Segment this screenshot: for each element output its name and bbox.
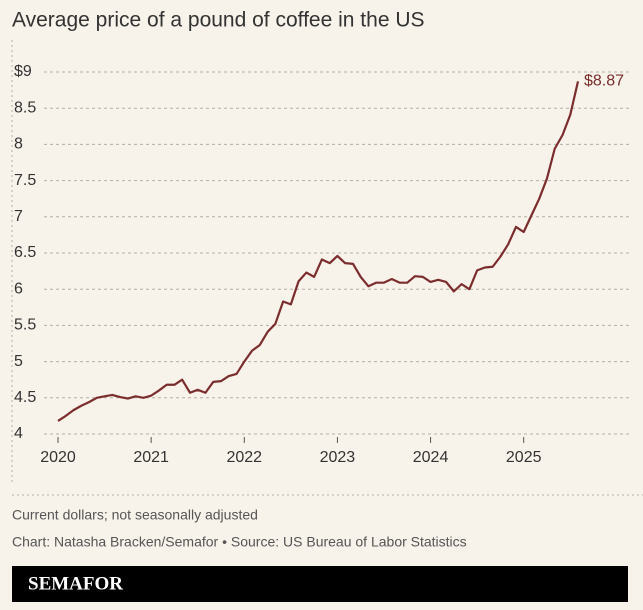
x-tick-label: 2021	[133, 449, 169, 466]
source: Chart: Natasha Bracken/Semafor • Source:…	[12, 534, 467, 550]
y-tick-label: 6	[14, 280, 23, 297]
chart-title: Average price of a pound of coffee in th…	[12, 9, 425, 32]
brand-bar	[12, 566, 628, 602]
y-tick-label: $9	[14, 63, 32, 80]
x-tick-label: 2022	[226, 449, 262, 466]
y-tick-label: 5	[14, 353, 23, 370]
y-tick-label: 8.5	[14, 99, 36, 116]
end-label: $8.87	[584, 73, 624, 90]
x-tick-label: 2025	[506, 449, 542, 466]
x-tick-label: 2024	[413, 449, 449, 466]
y-tick-label: 5.5	[14, 317, 36, 334]
line-series	[57, 81, 580, 422]
note: Current dollars; not seasonally adjusted	[12, 507, 258, 523]
x-tick-label: 2020	[40, 449, 76, 466]
y-tick-label: 4	[14, 425, 23, 442]
y-tick-label: 7.5	[14, 172, 36, 189]
y-tick-label: 6.5	[14, 244, 36, 261]
y-tick-label: 7	[14, 208, 23, 225]
y-tick-label: 4.5	[14, 389, 36, 406]
y-tick-label: 8	[14, 136, 23, 153]
x-tick-label: 2023	[320, 449, 356, 466]
brand: SEMAFOR	[28, 573, 123, 594]
